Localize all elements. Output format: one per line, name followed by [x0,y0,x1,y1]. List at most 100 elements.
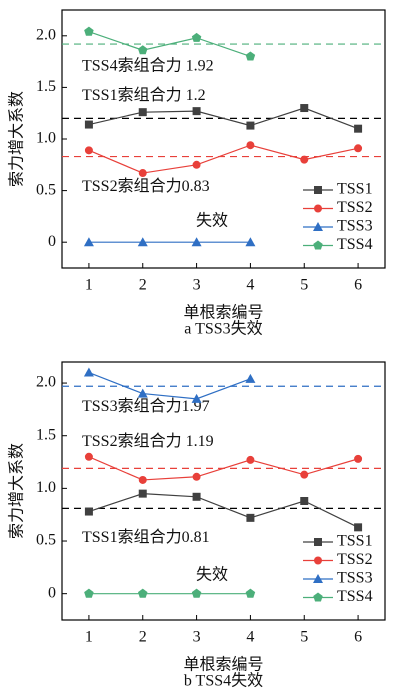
y-tick-label: 2.0 [36,374,56,391]
reference-label: TSS1索组合力0.81 [82,528,210,546]
series-line [88,493,359,528]
x-tick-label: 6 [354,277,362,294]
marker [84,26,94,36]
marker [192,160,201,169]
x-tick-label: 4 [246,629,254,646]
x-tick-label: 3 [193,629,201,646]
marker [137,45,148,55]
marker [192,472,201,481]
legend-marker [314,186,322,194]
x-tick-label: 4 [246,277,254,294]
legend-label: TSS4 [337,588,373,605]
marker [354,124,363,133]
y-tick-label: 1.5 [36,78,56,95]
marker [354,454,363,463]
marker [246,455,255,464]
plot-frame [61,361,386,621]
series-line [88,144,359,174]
reference-label: TSS4索组合力 1.92 [82,57,214,75]
marker [191,32,202,42]
legend-label: TSS3 [337,218,373,235]
marker [137,588,148,598]
marker [191,393,202,403]
x-tick-label: 1 [85,629,93,646]
marker [300,104,309,113]
marker [300,155,309,164]
legend-label: TSS3 [337,570,373,587]
marker [138,489,147,498]
marker [245,237,256,247]
marker [84,146,93,155]
series-line [88,371,251,400]
marker [246,141,255,150]
x-tick-label: 5 [300,629,308,646]
series-line [88,107,359,130]
legend-marker [313,592,323,602]
marker [354,144,363,153]
legend-label: TSS2 [337,199,373,216]
x-tick-label: 3 [193,277,201,294]
y-tick-label: 1.0 [36,130,56,147]
reference-label: TSS2索组合力0.83 [82,177,210,195]
x-tick-label: 5 [300,277,308,294]
legend-label: TSS2 [337,551,373,568]
x-tick-label: 6 [354,629,362,646]
x-axis-label: 单根索编号 [183,304,263,322]
marker [137,237,148,247]
y-axis-label: 索力增大系数 [8,91,26,187]
legend-label: TSS4 [337,236,373,253]
y-tick-label: 0 [48,584,56,601]
marker [300,470,309,479]
reference-label: TSS1索组合力 1.2 [82,86,206,104]
marker [84,452,93,461]
marker [138,108,147,117]
annotation: 失效 [196,212,228,230]
caption: a TSS3失效 [184,320,262,338]
x-tick-label: 1 [85,277,93,294]
legend-marker [313,240,323,250]
marker [354,523,363,532]
legend-label: TSS1 [337,181,373,198]
series-line [88,31,251,58]
series-line [88,456,359,481]
marker [246,121,255,130]
marker [191,588,202,598]
marker [138,475,147,484]
marker [83,237,94,247]
y-tick-label: 1.0 [36,479,56,496]
marker [137,388,148,398]
legend-marker [314,556,322,565]
marker [245,588,256,598]
reference-label: TSS2索组合力 1.19 [82,432,214,450]
x-tick-label: 2 [139,629,147,646]
legend-marker [313,574,323,583]
annotation: 失效 [196,566,228,584]
x-tick-label: 2 [139,277,147,294]
marker [246,513,255,522]
marker [84,507,93,516]
y-tick-label: 0 [48,233,56,250]
marker [83,367,94,377]
marker [84,120,93,129]
y-tick-label: 0.5 [36,532,56,549]
y-tick-label: 0.5 [36,181,56,198]
marker [191,237,202,247]
reference-label: TSS3索组合力1.97 [82,397,210,415]
caption: b TSS4失效 [184,672,263,690]
marker [138,169,147,178]
legend-label: TSS1 [337,533,373,550]
marker [245,373,256,383]
legend-marker [314,204,322,213]
x-axis-label: 单根索编号 [183,656,263,674]
legend-marker [314,538,322,546]
marker [84,588,94,598]
marker [300,497,309,506]
y-axis-label: 索力增大系数 [8,443,26,539]
y-tick-label: 1.5 [36,426,56,443]
legend-marker [313,222,323,231]
marker [192,107,201,116]
marker [245,51,256,61]
